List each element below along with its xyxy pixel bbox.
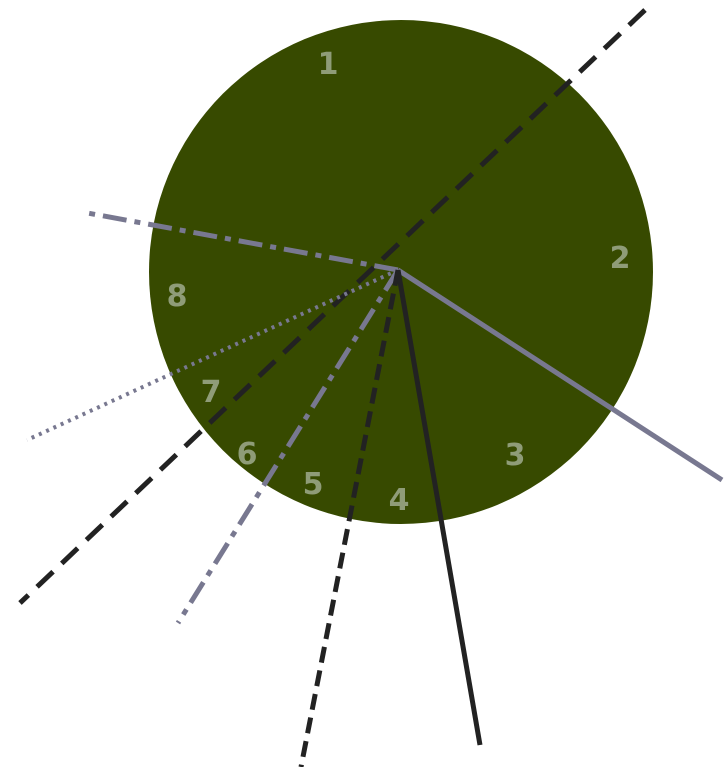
segment-label-5: 5 — [303, 467, 324, 502]
segment-label-4: 4 — [389, 483, 410, 518]
boundary-line-right-solid — [396, 267, 724, 483]
segment-label-3: 3 — [505, 438, 526, 473]
segment-label-8: 8 — [167, 279, 188, 314]
segment-label-7: 7 — [201, 375, 222, 410]
boundary-line-lower-dashdot — [175, 268, 401, 625]
boundary-line-upper-right-dashed — [18, 8, 647, 605]
boundary-line-bottom-solid — [395, 269, 483, 746]
segment-label-6: 6 — [237, 437, 258, 472]
boundary-line-bottom-dashed — [298, 269, 401, 767]
boundary-line-left-dashdot — [81, 209, 399, 273]
segment-label-2: 2 — [610, 241, 631, 276]
segment-label-1: 1 — [318, 47, 339, 82]
